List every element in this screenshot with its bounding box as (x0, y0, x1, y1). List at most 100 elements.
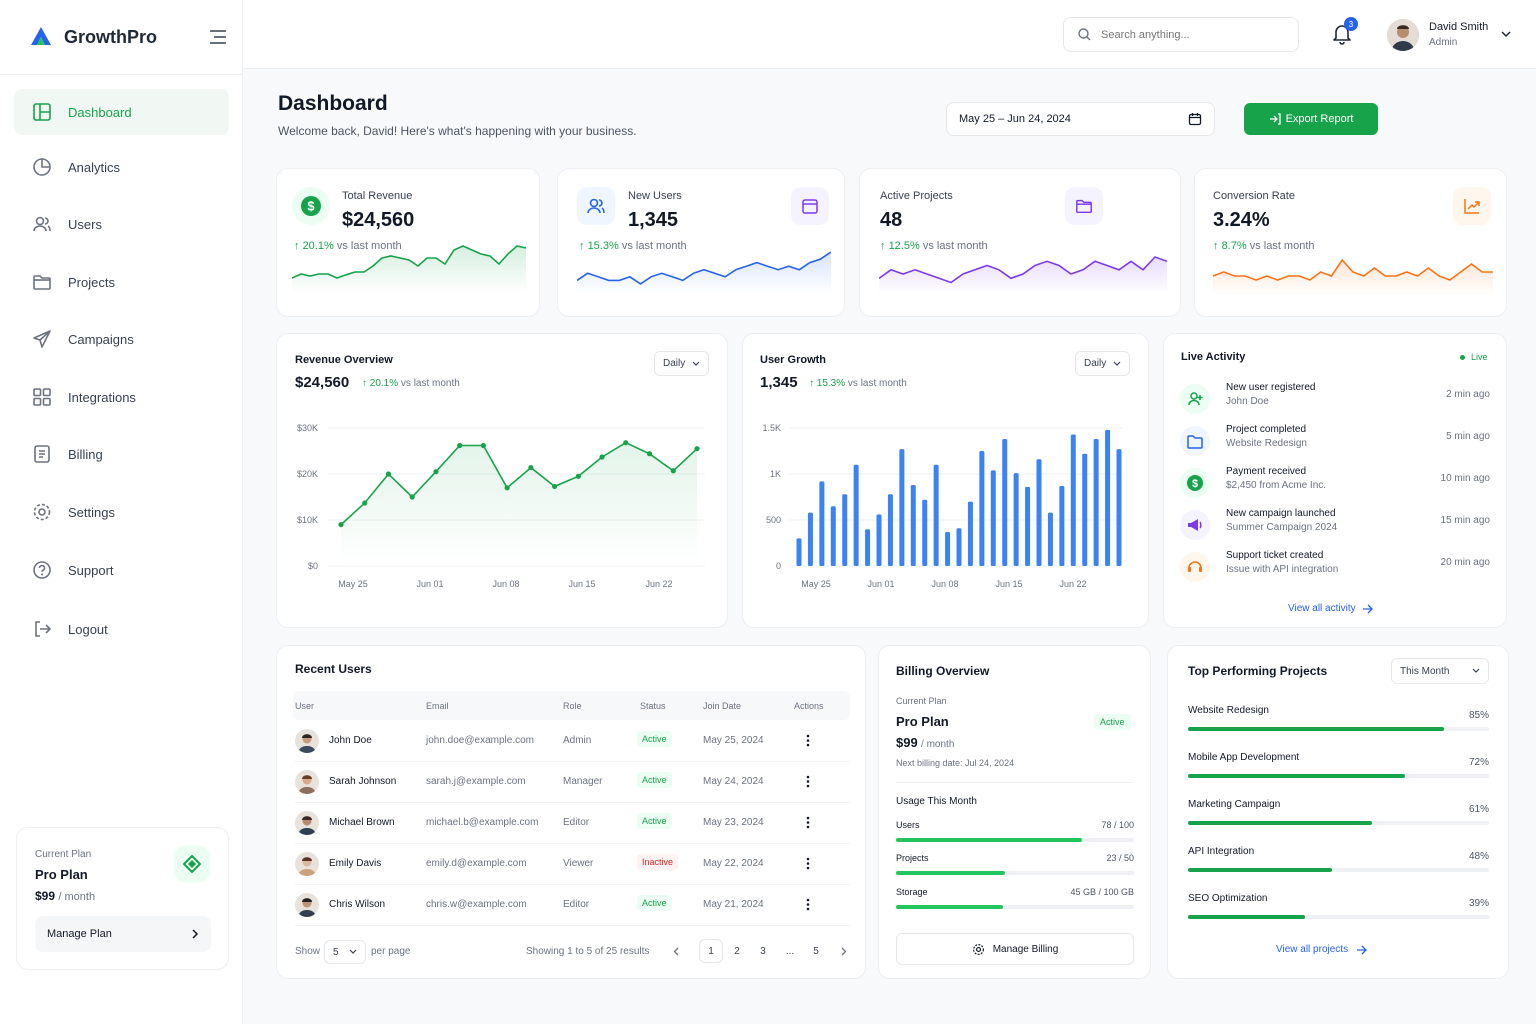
activity-icon-box: $ (1180, 468, 1210, 498)
activity-icon-box (1180, 510, 1210, 540)
notification-button[interactable]: 3 (1332, 17, 1358, 45)
avatar[interactable] (1387, 19, 1419, 51)
export-report-button[interactable]: Export Report (1244, 103, 1378, 135)
sparkline-area (1213, 260, 1493, 295)
sidebar-item-integrations[interactable]: Integrations (14, 374, 229, 420)
project-progress-fill (1188, 868, 1333, 872)
table-row[interactable]: John Doe john.doe@example.com Admin Active M… (295, 721, 850, 762)
table-row[interactable]: Emily Davis emily.d@example.com Viewer Inac… (295, 844, 850, 885)
sidebar-item-label: Analytics (68, 159, 121, 175)
usage-value: 78 / 100 (1101, 820, 1134, 830)
page-button-1[interactable]: 1 (699, 939, 723, 963)
bar (967, 501, 973, 566)
row-actions-button[interactable] (806, 816, 810, 829)
x-tick-label: Jun 22 (1059, 579, 1086, 589)
y-tick-label: 1.5K (762, 423, 781, 433)
activity-item[interactable]: New campaign launched Summer Campaign 202… (1180, 506, 1490, 546)
y-tick-label: 500 (766, 515, 781, 525)
manage-billing-button[interactable]: Manage Billing (896, 933, 1134, 965)
sidebar-item-logout[interactable]: Logout (14, 606, 229, 652)
bar (1002, 439, 1008, 566)
page-subtitle: Welcome back, David! Here's what's happe… (278, 124, 637, 138)
table-row[interactable]: Michael Brown michael.b@example.com Editor… (295, 803, 850, 844)
sidebar-item-users[interactable]: Users (14, 201, 229, 247)
brand-name: GrowthPro (64, 27, 157, 47)
activity-item[interactable]: $ Payment received $2,450 from Acme Inc. 10… (1180, 464, 1490, 504)
sidebar-item-billing[interactable]: Billing (14, 431, 229, 477)
sidebar-item-support[interactable]: Support (14, 547, 229, 593)
revenue-sparkline (292, 245, 526, 293)
activity-item[interactable]: Project completed Website Redesign 5 min a… (1180, 422, 1490, 462)
row-actions-button[interactable] (806, 898, 810, 911)
y-tick-label: $0 (308, 561, 318, 571)
usage-label: Projects (896, 853, 929, 863)
menu-toggle-icon[interactable] (209, 30, 227, 44)
view-all-activity-link[interactable]: View all activity (1288, 603, 1374, 614)
topbar (243, 0, 1536, 69)
stat-change-value: 8.7% (1221, 240, 1247, 252)
user-role: Admin (1429, 37, 1458, 48)
project-percent: 39% (1468, 898, 1489, 909)
sidebar-item-analytics[interactable]: Analytics (14, 144, 229, 190)
data-point (409, 494, 415, 500)
per-page-select[interactable]: 5 (324, 940, 366, 964)
table-row[interactable]: Sarah Johnson sarah.j@example.com Manager A… (295, 762, 850, 803)
top-projects-period-select[interactable]: This Month (1391, 658, 1489, 684)
activity-item[interactable]: Support ticket created Issue with API int… (1180, 548, 1490, 588)
calendar-icon (802, 199, 818, 214)
growth-period-select[interactable]: Daily (1075, 351, 1130, 376)
top-projects-card (1167, 645, 1509, 979)
search-input[interactable] (1101, 28, 1281, 41)
sidebar-item-campaigns[interactable]: Campaigns (14, 316, 229, 362)
data-point (575, 473, 581, 479)
prev-page-button[interactable] (664, 939, 688, 963)
chevron-down-icon (349, 949, 357, 954)
x-tick-label: Jun 08 (931, 579, 958, 589)
table-row[interactable]: Chris Wilson chris.w@example.com Editor Act… (295, 885, 850, 926)
row-actions-button[interactable] (806, 775, 810, 788)
sidebar-item-settings[interactable]: Settings (14, 489, 229, 535)
page-button-3[interactable]: 3 (760, 945, 766, 957)
column-header-actions: Actions (794, 701, 824, 711)
y-tick-label: 1K (770, 469, 781, 479)
sidebar-item-label: Campaigns (68, 331, 134, 347)
more-vertical-icon (806, 898, 810, 911)
stat-icon-box (577, 187, 615, 225)
data-point (480, 442, 486, 449)
sidebar-item-dashboard[interactable]: Dashboard (14, 89, 229, 135)
bar (1047, 512, 1053, 566)
chevron-down-icon[interactable] (1501, 30, 1511, 38)
activity-icon-box (1180, 552, 1210, 582)
revenue-change-suffix: vs last month (400, 378, 460, 389)
column-header-status: Status (640, 701, 666, 711)
folder-icon (1076, 199, 1092, 214)
activity-item[interactable]: New user registered John Doe 2 min ago (1180, 380, 1490, 420)
revenue-period-select[interactable]: Daily (654, 351, 709, 376)
activity-subtitle: Issue with API integration (1226, 564, 1339, 575)
recent-users-title: Recent Users (295, 662, 372, 676)
date-range-picker[interactable]: May 25 – Jun 24, 2024 (946, 102, 1215, 136)
manage-plan-button[interactable]: Manage Plan (35, 916, 211, 952)
stat-value: 48 (880, 209, 903, 231)
search-icon (1078, 28, 1091, 41)
data-point (646, 451, 653, 457)
chevron-down-icon (692, 361, 700, 366)
join-date-cell: May 22, 2024 (703, 858, 764, 869)
x-tick-label: May 25 (801, 579, 831, 589)
email-cell: john.doe@example.com (426, 735, 534, 746)
next-page-button[interactable] (832, 939, 856, 963)
sidebar-item-projects[interactable]: Projects (14, 259, 229, 305)
activity-subtitle: $2,450 from Acme Inc. (1226, 480, 1327, 491)
status-badge: Active (637, 731, 672, 747)
usage-value: 45 GB / 100 GB (1070, 887, 1134, 897)
row-actions-button[interactable] (806, 857, 810, 870)
usage-bar (896, 871, 1134, 875)
row-actions-button[interactable] (806, 734, 810, 747)
search-box[interactable] (1063, 17, 1299, 52)
page-button-5[interactable]: 5 (813, 945, 819, 957)
view-all-projects-link[interactable]: View all projects (1276, 944, 1368, 955)
data-point (528, 464, 534, 471)
stat-icon-box (1065, 187, 1103, 225)
data-point (694, 446, 700, 452)
page-button-2[interactable]: 2 (734, 945, 740, 957)
